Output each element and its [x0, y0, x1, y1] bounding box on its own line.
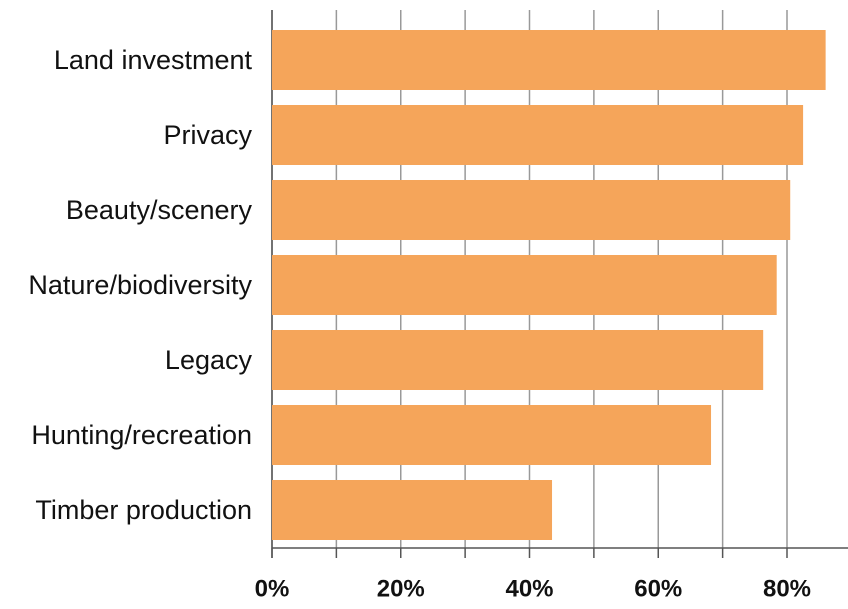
x-tick-label: 40% [505, 575, 553, 602]
bar [272, 330, 764, 390]
y-tick-label: Privacy [163, 120, 252, 150]
bar [272, 105, 804, 165]
bar [272, 480, 553, 540]
y-tick-label: Nature/biodiversity [28, 270, 252, 300]
y-tick-label: Beauty/scenery [66, 195, 253, 225]
y-tick-label: Legacy [165, 345, 253, 375]
y-tick-label: Land investment [54, 45, 253, 75]
bar [272, 30, 826, 90]
x-tick-label: 60% [634, 575, 682, 602]
bar [272, 405, 712, 465]
x-tick-label: 20% [377, 575, 425, 602]
y-tick-label: Timber production [35, 495, 252, 525]
bar [272, 255, 777, 315]
x-tick-label: 80% [763, 575, 811, 602]
x-tick-label: 0% [255, 575, 290, 602]
y-tick-label: Hunting/recreation [31, 420, 252, 450]
bar [272, 180, 791, 240]
